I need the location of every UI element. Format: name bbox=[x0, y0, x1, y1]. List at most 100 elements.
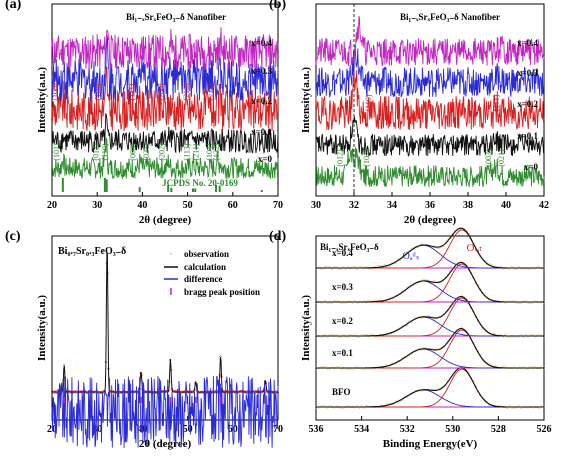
hkl-label: (100) bbox=[51, 83, 60, 101]
series-label: x=0.3 bbox=[517, 68, 538, 78]
series-label: x=0.1 bbox=[517, 131, 538, 141]
hkl-label: (113) bbox=[182, 143, 191, 160]
envelope-fit bbox=[316, 367, 544, 408]
x-axis-label: 2θ (degree) bbox=[404, 214, 457, 226]
x-tick-label: 32 bbox=[349, 200, 359, 211]
series-label: x=0.3 bbox=[251, 66, 272, 76]
envelope-fit bbox=[316, 227, 544, 269]
panel-label: (c) bbox=[5, 229, 21, 244]
x-tick-label: 50 bbox=[183, 424, 193, 435]
data-point bbox=[442, 385, 445, 388]
hkl-label: (021) bbox=[497, 149, 506, 167]
y-axis-label: Intensity(a.u.) bbox=[36, 295, 48, 361]
x-tick-label: 40 bbox=[501, 200, 511, 211]
hkl-label: (110) bbox=[101, 143, 110, 160]
panel-b: 30 32 34 36 38 40 42 2θ (degree) Intensity(a.u.)… bbox=[269, 0, 549, 226]
hkl-label: (111) bbox=[128, 83, 137, 100]
series-label: x=0.2 bbox=[251, 96, 272, 106]
x-tick-label: 38 bbox=[463, 200, 473, 211]
panel-a: 20 30 40 50 60 70 2θ (degree) Intensity(a.u.) (a… bbox=[5, 0, 283, 226]
hkl-label: (110) bbox=[94, 83, 103, 100]
hkl-label: (110) bbox=[364, 94, 373, 111]
x-tick-label: 530 bbox=[445, 424, 460, 435]
annotation-o-ads: Oₐᵈₛ bbox=[403, 251, 420, 262]
x-tick-label: 528 bbox=[491, 424, 506, 435]
hkl-label: (211) bbox=[207, 83, 216, 100]
series-line bbox=[315, 116, 545, 157]
hkl-label: (210) bbox=[182, 83, 191, 101]
observation-points bbox=[50, 262, 280, 395]
series-line bbox=[315, 15, 545, 67]
x-tick-label: 36 bbox=[425, 200, 435, 211]
x-tick-label: 60 bbox=[228, 200, 238, 211]
panel-d: 536 534 532 530 528 526 Binding Energy(eV) Inte… bbox=[269, 227, 552, 450]
series-label: x=0.1 bbox=[332, 348, 353, 358]
envelope-fit bbox=[316, 261, 544, 303]
hkl-label: (111) bbox=[492, 94, 501, 111]
x-tick-label: 70 bbox=[273, 424, 283, 435]
series-line bbox=[51, 27, 279, 71]
hkl-label: (122) bbox=[212, 143, 221, 161]
panel-label: (d) bbox=[269, 229, 286, 244]
x-tick-label: 532 bbox=[400, 424, 415, 435]
series-label: x=0.4 bbox=[517, 38, 538, 48]
hkl-label: (003) bbox=[129, 143, 138, 161]
y-axis-label: Intensity(a.u.) bbox=[300, 295, 312, 361]
series-label: x=0.3 bbox=[332, 282, 353, 292]
y-axis-label: Intensity(a.u.) bbox=[300, 67, 312, 133]
legend-marker-observation: · bbox=[170, 249, 173, 259]
series-label: x=0 bbox=[524, 162, 539, 172]
hkl-label: (012) bbox=[92, 143, 101, 161]
hkl-label: (101) bbox=[362, 149, 371, 167]
panel-label: (b) bbox=[269, 0, 286, 12]
legend-label: difference bbox=[184, 274, 222, 284]
chart-title: Bi₁₋ₓSrₓFeO₃₋δ Nanofiber bbox=[400, 12, 500, 22]
hkl-label: (101) bbox=[52, 143, 61, 161]
plot-frame bbox=[315, 235, 545, 421]
series-line bbox=[51, 66, 279, 132]
legend-label: observation bbox=[184, 249, 229, 259]
panel-label: (a) bbox=[5, 0, 22, 12]
y-axis-label: Intensity(a.u.) bbox=[36, 67, 48, 133]
x-tick-label: 40 bbox=[137, 200, 147, 211]
chart-title: Bi₀.₇Sr₀.₃FeO₃₋δ bbox=[58, 246, 126, 257]
chart-title: Bi₁₋ₓSrₓFeO₃₋δ Nanofiber bbox=[126, 12, 226, 22]
series-line bbox=[51, 137, 279, 180]
hkl-label: (012) bbox=[336, 149, 345, 167]
series-label: x=0.4 bbox=[332, 248, 353, 258]
series-label: x=0.2 bbox=[332, 316, 353, 326]
x-tick-label: 534 bbox=[354, 424, 369, 435]
plot-frame bbox=[51, 235, 279, 421]
hkl-label: (211) bbox=[192, 143, 201, 160]
series-label: x=0 bbox=[258, 154, 273, 164]
x-tick-label: 526 bbox=[537, 424, 552, 435]
x-axis-label: 2θ (degree) bbox=[139, 438, 192, 450]
x-tick-label: 20 bbox=[47, 200, 57, 211]
series-line bbox=[315, 147, 545, 188]
x-tick-label: 50 bbox=[183, 200, 193, 211]
x-tick-label: 536 bbox=[309, 424, 324, 435]
x-axis-label: 2θ (degree) bbox=[139, 214, 192, 226]
hkl-label: (104) bbox=[205, 143, 214, 161]
series-label: x=0.4 bbox=[251, 38, 272, 48]
x-tick-label: 30 bbox=[311, 200, 321, 211]
annotation-o-lat: Oₗₐₜ bbox=[466, 242, 482, 254]
envelope-fit bbox=[316, 328, 544, 369]
chart-title: Bi₁₋ₓSrₓFeO₃₋δ bbox=[320, 242, 379, 252]
hkl-label: (003) bbox=[484, 149, 493, 167]
x-tick-label: 20 bbox=[47, 424, 57, 435]
series-line bbox=[315, 45, 545, 99]
x-tick-label: 70 bbox=[273, 200, 283, 211]
hkl-label: (021) bbox=[142, 143, 151, 161]
x-tick-label: 42 bbox=[539, 200, 549, 211]
series-label: BFO bbox=[332, 387, 351, 397]
reference-label: JCPDS No. 20-0169 bbox=[162, 178, 238, 188]
x-axis-label: Binding Energy(eV) bbox=[383, 438, 478, 450]
series-label: x=0.2 bbox=[517, 99, 538, 109]
legend-label: bragg peak position bbox=[184, 287, 260, 297]
calculation-line bbox=[52, 251, 278, 393]
envelope-fit bbox=[316, 296, 544, 337]
x-tick-label: 34 bbox=[387, 200, 397, 211]
